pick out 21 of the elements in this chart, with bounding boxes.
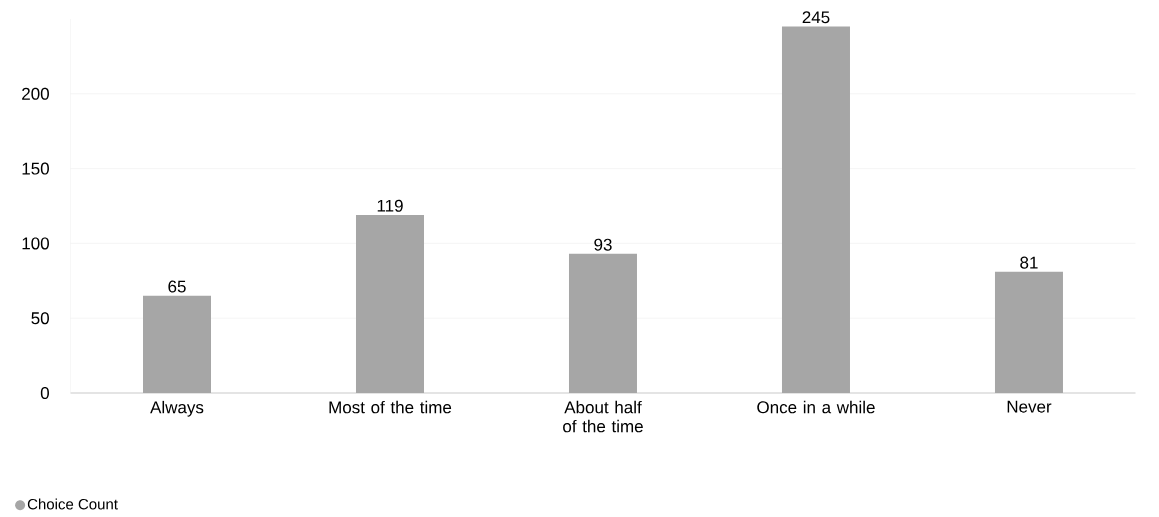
data-label: 119 [377, 199, 403, 212]
bar [994, 271, 1063, 393]
bar [355, 214, 424, 393]
y-tick-label: 50 [31, 312, 49, 325]
y-tick-label: 150 [22, 162, 49, 175]
bar [143, 295, 211, 393]
x-tick-label: Always [150, 400, 204, 417]
data-label: 81 [1020, 256, 1038, 269]
y-tick-label: 200 [22, 87, 49, 100]
x-tick-label: Most of the time [329, 400, 452, 414]
bar [781, 26, 850, 393]
data-label: 65 [168, 280, 186, 293]
x-tick-label: Never [1007, 400, 1052, 413]
legend-label: Choice Count [27, 498, 118, 510]
bar [568, 253, 637, 393]
y-tick-label: 0 [40, 386, 49, 400]
y-tick-label: 100 [22, 237, 49, 250]
data-label: 93 [594, 238, 612, 251]
x-tick-label: About half of the time [563, 400, 643, 433]
data-label: 245 [802, 11, 830, 24]
x-tick-label: Once in a while [757, 400, 875, 414]
